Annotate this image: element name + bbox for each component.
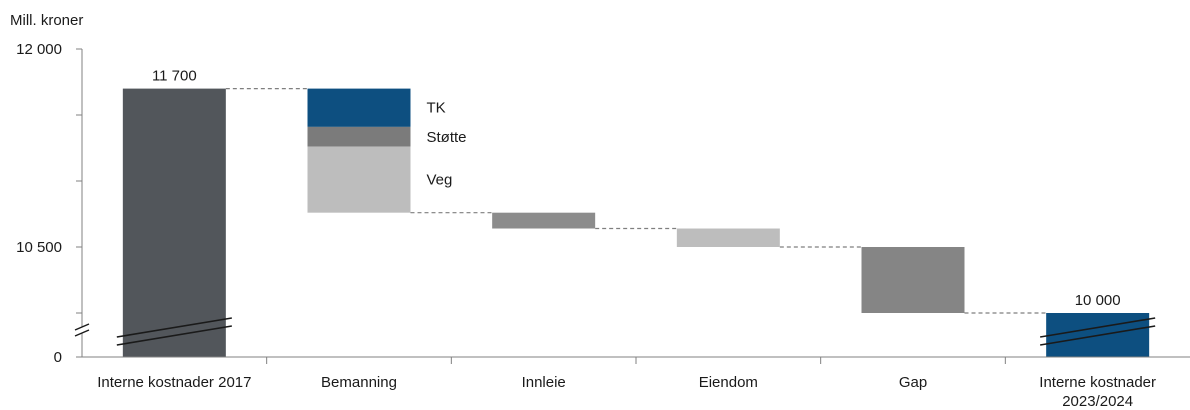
bar-5 — [861, 247, 965, 313]
x-tick-label: Interne kostnader 2023/2024 — [1039, 374, 1156, 410]
y-axis-break-mark — [74, 329, 90, 337]
segment-label: TK — [427, 100, 446, 117]
x-tick-label: Eiendom — [699, 374, 758, 391]
x-tick-label: Bemanning — [321, 374, 397, 391]
segment-label: Veg — [427, 172, 453, 189]
y-tick-label: 10 500 — [16, 239, 62, 256]
bar-3 — [492, 212, 596, 229]
segment-label: Støtte — [427, 129, 467, 146]
y-tick-label: 0 — [54, 349, 62, 366]
bar-value-label: 10 000 — [1075, 292, 1121, 309]
bar-segment-tk — [307, 88, 411, 127]
bar-value-label: 11 700 — [152, 68, 197, 85]
x-tick-label: Interne kostnader 2017 — [97, 374, 251, 391]
axis-break-mark — [1040, 325, 1156, 346]
y-axis-title: Mill. kroner — [10, 12, 83, 29]
axis-break-mark — [116, 325, 232, 346]
x-tick-label: Gap — [899, 374, 927, 391]
x-tick-label: Innleie — [522, 374, 566, 391]
bar-segment-veg — [307, 146, 411, 213]
bar-4 — [676, 228, 780, 247]
axis-break-mark — [116, 317, 232, 338]
axis-break-mark — [1040, 317, 1156, 338]
bar-1 — [122, 88, 226, 357]
y-axis-break-mark — [74, 323, 90, 331]
y-tick-label: 12 000 — [16, 41, 62, 58]
bar-segment-sttte — [307, 126, 411, 147]
